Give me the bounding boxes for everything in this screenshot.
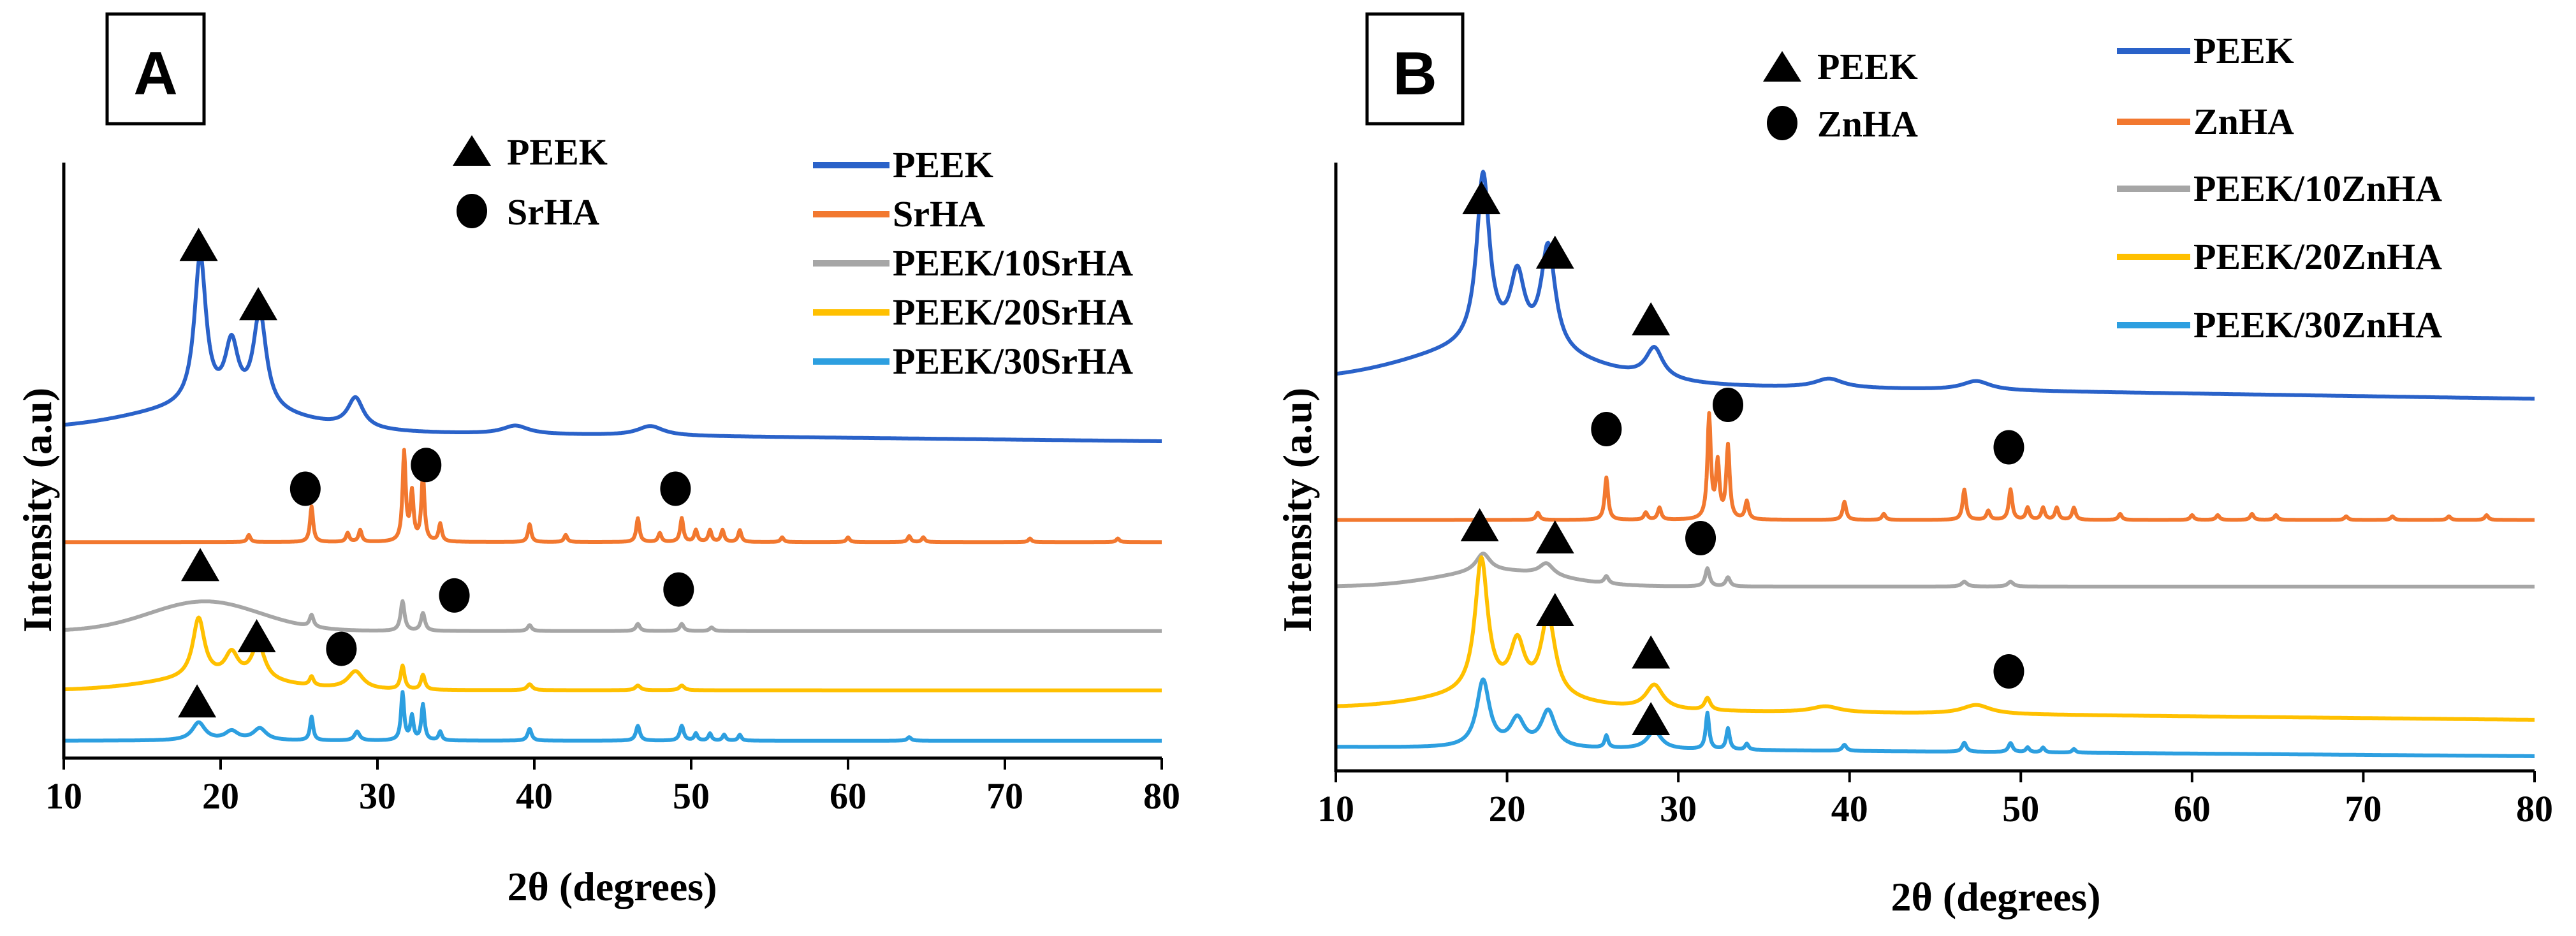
marker-legend-a-peek: PEEK xyxy=(507,131,608,173)
panel-b: B 10 20 30 40 50 60 70 80 PEEK ZnHA PEEK ZnHA P… xyxy=(1275,12,2553,919)
peak-marker-triangle-icon xyxy=(1632,635,1671,669)
series-line-peek xyxy=(1335,170,2536,401)
legend-circle-icon xyxy=(1767,106,1797,140)
peak-marker-triangle-icon xyxy=(1535,235,1574,269)
peak-marker-circle-icon xyxy=(439,578,470,613)
marker-legend-a-srha: SrHA xyxy=(507,191,599,233)
series-line-srha xyxy=(62,448,1163,545)
peak-marker-triangle-icon xyxy=(1460,508,1499,541)
series-line-peek-30znha xyxy=(1335,677,2536,758)
series-line-peek-30srha xyxy=(62,690,1163,743)
legend-b-label-znha: ZnHA xyxy=(2193,101,2294,142)
legend-a-label-peek20: PEEK/20SrHA xyxy=(893,291,1133,333)
marker-legend-a: PEEK SrHA xyxy=(453,131,608,233)
peak-marker-triangle-icon xyxy=(237,619,276,652)
peak-marker-triangle-icon xyxy=(1632,302,1671,335)
legend-triangle-icon xyxy=(1763,51,1801,82)
peak-marker-triangle-icon xyxy=(1535,520,1574,553)
peak-marker-triangle-icon xyxy=(179,228,218,261)
series-line-peek-20srha xyxy=(62,615,1163,692)
x-tick-label-70: 70 xyxy=(2345,788,2382,830)
x-tick-label-30: 30 xyxy=(1660,788,1697,830)
marker-legend-b-peek: PEEK xyxy=(1817,46,1918,87)
x-tick-label-10: 10 xyxy=(1317,788,1354,830)
x-tick-label-70: 70 xyxy=(986,775,1023,817)
legend-triangle-icon xyxy=(453,135,491,166)
series-line-peek xyxy=(62,252,1163,443)
peak-marker-triangle-icon xyxy=(239,287,278,321)
peak-marker-triangle-icon xyxy=(1462,181,1501,214)
legend-b-label-peek20: PEEK/20ZnHA xyxy=(2193,236,2442,277)
plot-a-area: 10 20 30 40 50 60 70 80 xyxy=(45,163,1180,817)
legend-b-label-peek: PEEK xyxy=(2193,30,2294,71)
marker-legend-b-znha: ZnHA xyxy=(1817,103,1918,145)
y-axis-label-b: Intensity (a.u) xyxy=(1275,388,1320,633)
peak-marker-triangle-icon xyxy=(178,684,217,718)
series-line-znha xyxy=(1335,411,2536,522)
x-tick-label-40: 40 xyxy=(1831,788,1868,830)
x-tick-label-40: 40 xyxy=(516,775,553,817)
x-tick-label-60: 60 xyxy=(830,775,867,817)
y-axis-label-a: Intensity (a.u) xyxy=(15,388,60,633)
peak-marker-triangle-icon xyxy=(1632,702,1671,735)
legend-b-label-peek10: PEEK/10ZnHA xyxy=(2193,168,2442,209)
panel-a: A 10 20 30 40 50 60 70 80 PEEK SrHA PEEK SrHA P… xyxy=(15,12,1180,909)
series-line-peek-10znha xyxy=(1335,552,2536,589)
peak-marker-triangle-icon xyxy=(181,548,220,581)
x-tick-label-80: 80 xyxy=(1143,775,1180,817)
x-tick-label-20: 20 xyxy=(202,775,239,817)
panel-b-label: B xyxy=(1393,40,1437,108)
peak-marker-circle-icon xyxy=(1685,521,1716,555)
x-axis-label-a: 2θ (degrees) xyxy=(508,864,717,909)
x-tick-label-50: 50 xyxy=(673,775,710,817)
legend-a-label-peek: PEEK xyxy=(893,144,993,186)
peak-marker-triangle-icon xyxy=(1535,593,1574,626)
panel-a-label: A xyxy=(133,40,177,108)
peak-marker-circle-icon xyxy=(663,572,694,607)
legend-b-label-peek30: PEEK/30ZnHA xyxy=(2193,304,2442,346)
series-line-peek-10srha xyxy=(62,599,1163,633)
peak-marker-circle-icon xyxy=(1993,654,2024,689)
peak-marker-circle-icon xyxy=(1713,388,1744,422)
series-legend-a: PEEK SrHA PEEK/10SrHA PEEK/20SrHA PEEK/3… xyxy=(813,144,1133,382)
marker-legend-b: PEEK ZnHA xyxy=(1763,46,1918,145)
x-axis-label-b: 2θ (degrees) xyxy=(1891,874,2101,919)
peak-marker-circle-icon xyxy=(326,631,357,666)
x-tick-label-20: 20 xyxy=(1489,788,1526,830)
peak-marker-circle-icon xyxy=(1993,430,2024,465)
legend-a-label-peek30: PEEK/30SrHA xyxy=(893,340,1133,382)
peak-marker-circle-icon xyxy=(411,448,442,483)
panel-a-label-box xyxy=(105,12,206,126)
peak-marker-circle-icon xyxy=(660,471,691,506)
series-line-peek-20znha xyxy=(1335,555,2536,722)
series-legend-b: PEEK ZnHA PEEK/10ZnHA PEEK/20ZnHA PEEK/3… xyxy=(2117,30,2442,346)
x-tick-label-80: 80 xyxy=(2516,788,2553,830)
x-tick-label-60: 60 xyxy=(2174,788,2211,830)
peak-marker-circle-icon xyxy=(289,471,321,506)
panel-b-label-box xyxy=(1365,12,1465,126)
legend-a-label-peek10: PEEK/10SrHA xyxy=(893,242,1133,284)
peak-marker-circle-icon xyxy=(1591,412,1622,446)
x-tick-label-10: 10 xyxy=(45,775,82,817)
plot-b-area: 10 20 30 40 50 60 70 80 xyxy=(1317,163,2553,830)
legend-circle-icon xyxy=(457,194,487,228)
legend-a-label-srha: SrHA xyxy=(893,193,985,235)
x-tick-label-30: 30 xyxy=(359,775,396,817)
x-tick-label-50: 50 xyxy=(2002,788,2039,830)
